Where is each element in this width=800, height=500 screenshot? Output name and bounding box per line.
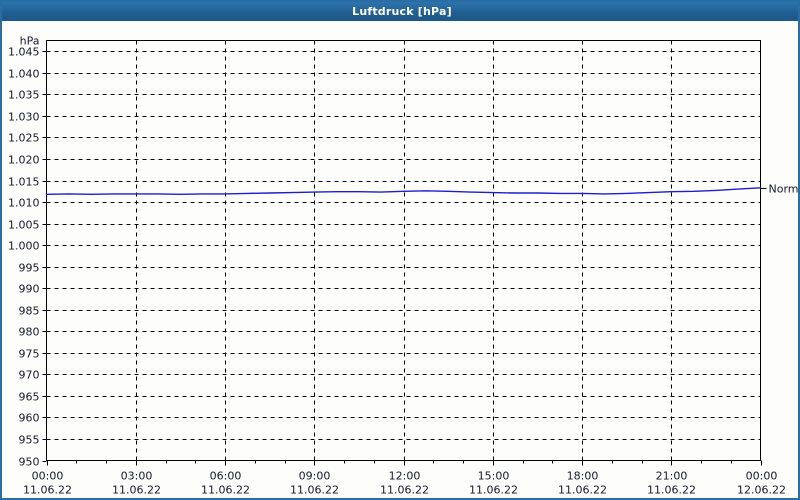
- x-tick-date: 11.06.22: [23, 484, 72, 497]
- y-tick-label: 950: [19, 456, 40, 469]
- x-tick-date: 11.06.22: [290, 484, 339, 497]
- y-tick-label: 1.000: [8, 240, 40, 253]
- data-series-line: [45, 187, 762, 195]
- y-tick-label: 965: [19, 391, 40, 404]
- chart-area: 1.045 1.040 1.035 1.030 1.025 1.020 1.015 1.010…: [2, 21, 798, 498]
- x-tick-time: 18:00: [567, 470, 599, 483]
- y-tick-label: 1.015: [8, 176, 40, 189]
- horizontal-gridlines: [46, 51, 761, 440]
- x-tick-time: 21:00: [656, 470, 688, 483]
- axis-ticks: [42, 51, 762, 466]
- x-tick-date: 11.06.22: [647, 484, 696, 497]
- data-series-group: [45, 187, 762, 195]
- window-title: Luftdruck [hPa]: [352, 5, 452, 18]
- annotation-group: Normal: [760, 183, 799, 196]
- x-tick-date: 12.06.22: [737, 484, 786, 497]
- window-titlebar: Luftdruck [hPa]: [2, 2, 798, 21]
- x-axis-labels: 00:0011.06.2203:0011.06.2206:0011.06.220…: [23, 470, 786, 497]
- y-tick-label: 1.020: [8, 154, 40, 167]
- y-tick-label: 985: [19, 305, 40, 318]
- x-tick-date: 11.06.22: [469, 484, 518, 497]
- vertical-gridlines: [136, 40, 672, 461]
- y-tick-label: 1.030: [8, 111, 40, 124]
- x-tick-time: 06:00: [210, 470, 242, 483]
- x-tick-time: 03:00: [121, 470, 153, 483]
- y-tick-label: 1.010: [8, 197, 40, 210]
- y-tick-label: 955: [19, 434, 40, 447]
- x-tick-date: 11.06.22: [201, 484, 250, 497]
- x-tick-date: 11.06.22: [380, 484, 429, 497]
- y-axis-title: hPa: [20, 35, 40, 48]
- y-tick-label: 990: [19, 283, 40, 296]
- x-tick-time: 12:00: [389, 470, 421, 483]
- x-tick-time: 15:00: [478, 470, 510, 483]
- x-tick-time: 09:00: [299, 470, 331, 483]
- x-tick-time: 00:00: [32, 470, 64, 483]
- y-tick-label: 1.025: [8, 132, 40, 145]
- chart-svg: 1.045 1.040 1.035 1.030 1.025 1.020 1.015 1.010…: [8, 35, 799, 497]
- y-tick-label: 970: [19, 369, 40, 382]
- plot-frame: [46, 40, 761, 461]
- y-tick-label: 1.035: [8, 89, 40, 102]
- x-tick-time: 00:00: [746, 470, 778, 483]
- y-tick-label: 1.005: [8, 219, 40, 232]
- y-tick-label: 995: [19, 262, 40, 275]
- x-tick-date: 11.06.22: [558, 484, 607, 497]
- y-tick-label: 1.040: [8, 68, 40, 81]
- y-tick-label: 975: [19, 348, 40, 361]
- y-axis-labels: 1.045 1.040 1.035 1.030 1.025 1.020 1.015 1.010…: [8, 46, 40, 469]
- normal-label: Normal: [769, 183, 799, 196]
- y-tick-label: 960: [19, 412, 40, 425]
- y-tick-label: 1.045: [8, 46, 40, 59]
- x-tick-date: 11.06.22: [112, 484, 161, 497]
- y-tick-label: 980: [19, 326, 40, 339]
